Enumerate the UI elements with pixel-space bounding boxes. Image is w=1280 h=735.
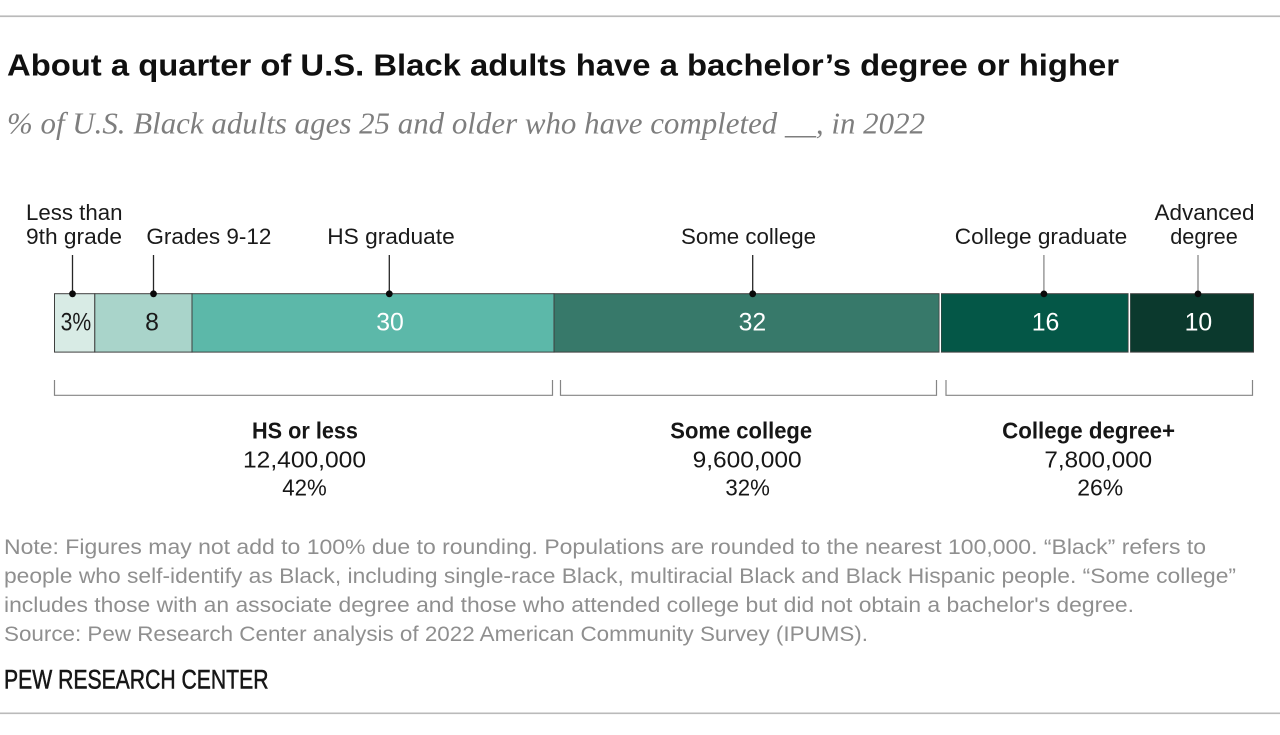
svg-text:16: 16 xyxy=(1032,310,1060,337)
svg-text:About a quarter of U.S. Black: About a quarter of U.S. Black adults hav… xyxy=(7,49,1119,83)
svg-text:8: 8 xyxy=(145,310,159,337)
svg-text:7,800,000: 7,800,000 xyxy=(1044,446,1152,472)
svg-text:10: 10 xyxy=(1185,310,1213,337)
svg-text:Source: Pew Research Center an: Source: Pew Research Center analysis of … xyxy=(4,623,868,646)
svg-text:PEW RESEARCH CENTER: PEW RESEARCH CENTER xyxy=(4,665,269,695)
svg-text:HS graduate: HS graduate xyxy=(327,224,455,249)
svg-text:people who self-identify as Bl: people who self-identify as Black, inclu… xyxy=(4,565,1236,588)
svg-text:32%: 32% xyxy=(725,475,770,501)
svg-text:30: 30 xyxy=(376,310,404,337)
svg-text:HS or less: HS or less xyxy=(252,418,358,444)
svg-text:12,400,000: 12,400,000 xyxy=(243,446,366,472)
svg-text:Note: Figures may not add to 1: Note: Figures may not add to 100% due to… xyxy=(4,536,1206,559)
svg-text:26%: 26% xyxy=(1077,475,1123,501)
svg-text:9,600,000: 9,600,000 xyxy=(693,446,802,472)
svg-text:Grades 9-12: Grades 9-12 xyxy=(146,224,271,249)
svg-text:Advanced: Advanced xyxy=(1155,200,1255,225)
svg-text:32: 32 xyxy=(739,310,767,337)
svg-text:Some college: Some college xyxy=(670,418,812,444)
svg-text:includes those with an associa: includes those with an associate degree … xyxy=(4,594,1134,617)
svg-text:9th grade: 9th grade xyxy=(26,224,122,249)
svg-text:College degree+: College degree+ xyxy=(1002,418,1175,444)
svg-text:42%: 42% xyxy=(282,475,327,501)
svg-text:College graduate: College graduate xyxy=(955,224,1128,249)
svg-text:3%: 3% xyxy=(61,310,92,337)
svg-text:% of U.S. Black adults ages 25: % of U.S. Black adults ages 25 and older… xyxy=(7,106,925,140)
svg-text:Some college: Some college xyxy=(681,224,816,249)
svg-text:Less than: Less than xyxy=(26,200,123,225)
svg-text:degree: degree xyxy=(1170,224,1238,249)
